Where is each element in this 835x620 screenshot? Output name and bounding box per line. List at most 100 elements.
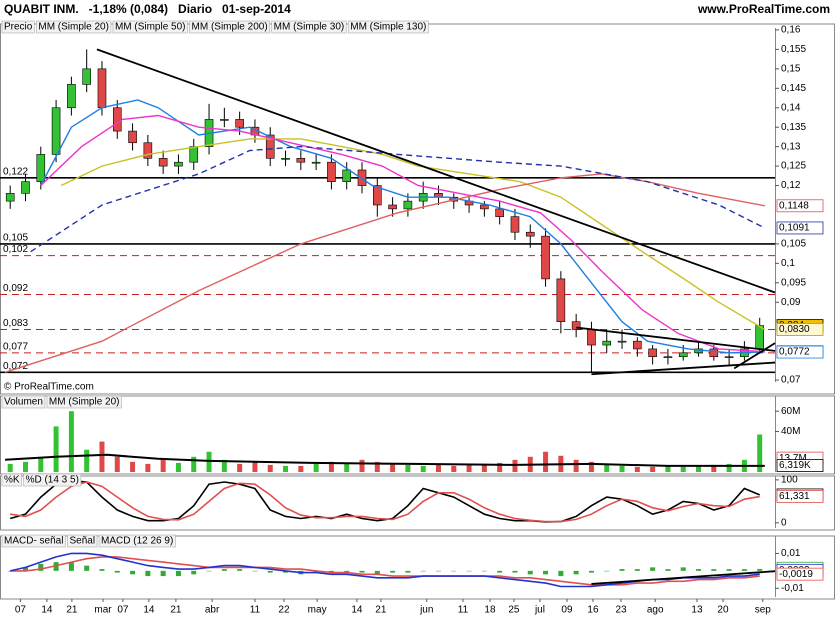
bar xyxy=(680,567,686,571)
bar xyxy=(711,464,717,472)
candle-body xyxy=(633,340,642,350)
bar xyxy=(741,569,747,571)
bar xyxy=(344,462,350,472)
candle-body xyxy=(510,216,520,233)
line-series xyxy=(60,138,766,331)
level-label: 0,083 xyxy=(3,318,28,329)
bar xyxy=(114,570,120,573)
candle-body xyxy=(51,107,61,155)
bar xyxy=(53,562,59,571)
value-box xyxy=(776,567,824,581)
bar xyxy=(665,569,671,571)
bar xyxy=(665,465,671,472)
candle-body xyxy=(67,84,76,109)
candle-body xyxy=(663,356,673,359)
candle-body xyxy=(709,348,719,358)
x-tick-label: 21 xyxy=(170,605,182,616)
legend-box xyxy=(347,20,429,34)
legend-label: Volumen xyxy=(4,397,43,408)
level-label: 0,102 xyxy=(3,244,28,255)
bar xyxy=(191,570,197,575)
candle-body xyxy=(36,154,46,182)
bar xyxy=(696,465,702,472)
x-tick-label: 11 xyxy=(250,605,261,616)
legend-box xyxy=(46,395,122,409)
bar xyxy=(328,570,334,573)
candle-body xyxy=(235,119,244,128)
bar xyxy=(497,570,503,573)
y-tick-label: 0,155 xyxy=(781,44,806,55)
bar xyxy=(604,570,610,572)
legend-box xyxy=(189,20,270,34)
y-tick-label: 0,14 xyxy=(781,102,801,113)
y-tick-label: 40M xyxy=(781,426,800,437)
bar xyxy=(757,568,763,571)
bar xyxy=(650,567,656,571)
bar xyxy=(7,463,13,472)
candle-body xyxy=(724,356,734,359)
line-series xyxy=(10,481,760,523)
candle-body xyxy=(97,68,107,109)
bar xyxy=(726,463,732,472)
bar xyxy=(175,462,181,472)
bar xyxy=(696,569,702,571)
x-tick-label: 22 xyxy=(278,605,290,616)
bar xyxy=(757,434,763,472)
bar xyxy=(252,461,258,472)
candle-body xyxy=(265,134,275,159)
bar xyxy=(328,461,334,472)
trend-line xyxy=(591,570,776,585)
value-box xyxy=(776,345,824,359)
bar xyxy=(38,563,44,571)
bar xyxy=(650,466,656,472)
candle-body xyxy=(357,169,367,186)
bar xyxy=(359,570,365,573)
legend-label: MM (Simple 20) xyxy=(49,397,120,408)
value-box xyxy=(776,221,824,235)
candle-body xyxy=(281,158,290,160)
level-label: 0,072 xyxy=(3,361,28,372)
value-box-label: 61,331 xyxy=(779,491,810,502)
candle-body xyxy=(617,340,627,343)
candle-body xyxy=(296,158,306,163)
candle-body xyxy=(388,204,397,210)
line-series xyxy=(5,453,765,467)
level-label: 0,092 xyxy=(3,283,28,294)
x-tick-label: 23 xyxy=(615,605,627,616)
level-label: 0,077 xyxy=(3,341,28,352)
bar xyxy=(634,466,640,472)
legend-label: MACD- señal xyxy=(4,536,63,547)
bar xyxy=(726,569,732,571)
bar xyxy=(84,565,90,571)
bar xyxy=(619,465,625,472)
bar xyxy=(267,570,273,573)
candle-body xyxy=(174,161,183,167)
line-series xyxy=(10,556,760,586)
legend-label: MACD (12 26 9) xyxy=(101,536,173,547)
value-box-label: 0,1148 xyxy=(779,200,809,211)
value-box xyxy=(776,459,824,472)
bar xyxy=(359,459,365,472)
bar xyxy=(420,570,426,572)
y-tick-label: 100 xyxy=(781,475,798,486)
bar xyxy=(84,449,90,472)
candle-body xyxy=(648,348,657,358)
site-name: www.ProRealTime.com xyxy=(697,2,830,16)
bar xyxy=(451,570,457,572)
legend-box xyxy=(1,473,22,487)
bar xyxy=(22,461,28,472)
bar xyxy=(497,462,503,472)
bar xyxy=(543,451,549,472)
x-tick-label: 18 xyxy=(484,605,496,616)
level-label: 0,105 xyxy=(3,233,28,244)
x-tick-label: may xyxy=(308,605,327,616)
bar xyxy=(619,569,625,571)
bar xyxy=(390,463,396,472)
x-tick-label: 21 xyxy=(375,605,387,616)
candle-body xyxy=(5,193,15,202)
y-tick-label: 0,09 xyxy=(781,297,801,308)
bar xyxy=(420,465,426,472)
bar xyxy=(558,570,564,577)
legend-box xyxy=(98,534,176,548)
